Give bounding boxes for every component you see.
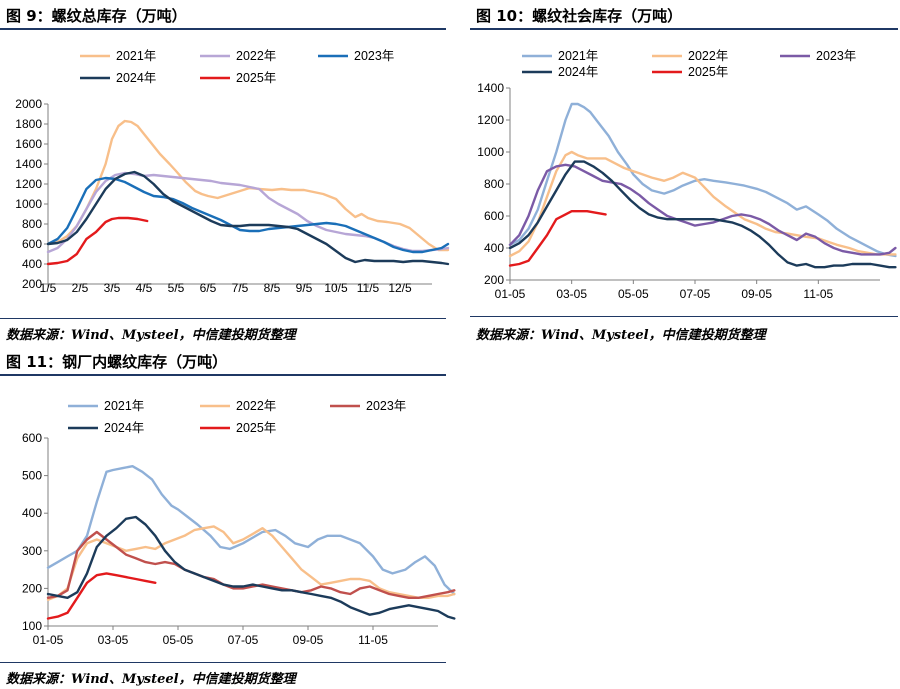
fig9-y-tick-label: 1200 — [15, 177, 42, 191]
figure-11-top-rule — [0, 374, 446, 376]
fig9-x-tick-label: 3/5 — [104, 281, 121, 295]
fig11-series-line-2021年 — [46, 464, 456, 596]
fig9-x-tick-label: 4/5 — [136, 281, 153, 295]
fig10-y-tick-label: 400 — [484, 241, 504, 255]
fig10-legend-label: 2022年 — [688, 49, 728, 63]
fig9-x-tick-label: 8/5 — [264, 281, 281, 295]
fig9-x-tick-label: 5/5 — [168, 281, 185, 295]
fig9-x-tick-label: 11/5 — [357, 281, 380, 295]
fig10-x-tick-label: 03-05 — [556, 287, 587, 301]
fig9-y-tick-label: 1000 — [15, 197, 42, 211]
fig9-series-line-2025年 — [46, 216, 149, 266]
fig11-legend-label: 2024年 — [104, 421, 144, 435]
figure-11-bottom-rule — [0, 662, 446, 663]
fig11-series-line-2024年 — [46, 515, 456, 620]
fig10-y-tick-label: 200 — [484, 273, 504, 287]
fig11-y-tick-label: 500 — [22, 469, 42, 483]
fig11-x-tick-label: 09-05 — [293, 633, 324, 647]
fig10-y-tick-label: 600 — [484, 209, 504, 223]
fig10-y-tick-label: 800 — [484, 177, 504, 191]
fig11-legend-label: 2021年 — [104, 399, 144, 413]
figure-11-chart: 100 200 300 400 500 600 01-05 03-05 05-05 07-05 09… — [22, 399, 456, 647]
fig10-series-line-2023年 — [508, 163, 897, 256]
fig11-legend-label: 2023年 — [366, 399, 406, 413]
fig9-x-tick-label: 2/5 — [72, 281, 89, 295]
fig11-x-tick-label: 07-05 — [228, 633, 259, 647]
fig11-series-line-2023年 — [46, 530, 456, 600]
fig9-legend-label: 2023年 — [354, 49, 394, 63]
figure-10-top-rule — [470, 28, 898, 30]
fig9-y-tick-label: 800 — [22, 217, 42, 231]
fig9-y-tick-label: 1400 — [15, 157, 42, 171]
fig11-y-tick-label: 400 — [22, 506, 42, 520]
fig9-legend-label: 2022年 — [236, 49, 276, 63]
figure-10-title: 图 10：螺纹社会库存（万吨） — [476, 7, 683, 25]
fig10-legend-label: 2024年 — [558, 65, 598, 79]
fig10-y-tick-label: 1200 — [477, 113, 504, 127]
fig10-series-line-2025年 — [508, 209, 607, 267]
fig9-y-tick-label: 1800 — [15, 117, 42, 131]
fig10-x-tick-label: 09-05 — [741, 287, 772, 301]
fig10-legend-label: 2023年 — [816, 49, 856, 63]
fig11-x-tick-label: 01-05 — [33, 633, 64, 647]
fig9-series-line-2024年 — [46, 170, 450, 266]
fig11-y-tick-label: 300 — [22, 544, 42, 558]
figure-10-source: 数据来源：Wind、Mysteel，中信建投期货整理 — [476, 328, 766, 343]
fig11-legend-label: 2025年 — [236, 421, 276, 435]
figure-9-title: 图 9：螺纹总库存（万吨） — [6, 7, 187, 25]
fig10-legend-label: 2025年 — [688, 65, 728, 79]
fig9-legend-label: 2021年 — [116, 49, 156, 63]
fig9-y-tick-label: 2000 — [15, 97, 42, 111]
fig10-y-tick-label: 1000 — [477, 145, 504, 159]
fig9-x-tick-label: 10/5 — [324, 281, 348, 295]
fig10-x-tick-label: 01-05 — [495, 287, 526, 301]
fig9-y-tick-label: 1600 — [15, 137, 42, 151]
fig9-legend-label: 2025年 — [236, 71, 276, 85]
fig9-y-tick-label: 600 — [22, 237, 42, 251]
figure-9-source: 数据来源：Wind、Mysteel，中信建投期货整理 — [6, 328, 296, 343]
fig10-series-line-2021年 — [508, 102, 897, 258]
figure-11-source: 数据来源：Wind、Mysteel，中信建投期货整理 — [6, 672, 296, 687]
fig9-series-line-2021年 — [46, 119, 450, 252]
fig11-x-tick-label: 05-05 — [163, 633, 194, 647]
fig10-series-line-2024年 — [508, 160, 897, 269]
fig11-legend-label: 2022年 — [236, 399, 276, 413]
figure-9-chart: 200 400 600 800 1000 1200 1400 1600 1800 2000 1/5 2… — [15, 49, 450, 295]
fig10-x-tick-label: 07-05 — [680, 287, 711, 301]
fig10-x-tick-label: 11-05 — [803, 287, 833, 301]
figure-9-top-rule — [0, 28, 446, 30]
figure-10-chart: 200 400 600 800 1000 1200 1400 01-05 03-05 05-05 0… — [477, 49, 897, 301]
fig9-x-tick-label: 9/5 — [296, 281, 313, 295]
fig11-x-tick-label: 11-05 — [358, 633, 388, 647]
fig10-series-line-2022年 — [508, 150, 897, 258]
fig11-y-tick-label: 600 — [22, 431, 42, 445]
fig9-y-tick-label: 400 — [22, 257, 42, 271]
fig9-x-tick-label: 12/5 — [388, 281, 412, 295]
fig11-y-tick-label: 100 — [22, 619, 42, 633]
figure-11-title: 图 11：钢厂内螺纹库存（万吨） — [6, 353, 228, 371]
figure-9-bottom-rule — [0, 318, 446, 319]
fig10-y-tick-label: 1400 — [477, 81, 504, 95]
fig9-y-tick-label: 200 — [22, 277, 42, 291]
fig11-y-tick-label: 200 — [22, 581, 42, 595]
fig11-x-tick-label: 03-05 — [98, 633, 129, 647]
fig9-legend-label: 2024年 — [116, 71, 156, 85]
fig10-legend-label: 2021年 — [558, 49, 598, 63]
fig9-x-tick-label: 6/5 — [200, 281, 217, 295]
fig9-x-tick-label: 1/5 — [40, 281, 57, 295]
fig11-series-line-2025年 — [46, 572, 157, 620]
fig10-x-tick-label: 05-05 — [618, 287, 649, 301]
fig9-x-tick-label: 7/5 — [232, 281, 249, 295]
figure-10-bottom-rule — [470, 316, 898, 317]
